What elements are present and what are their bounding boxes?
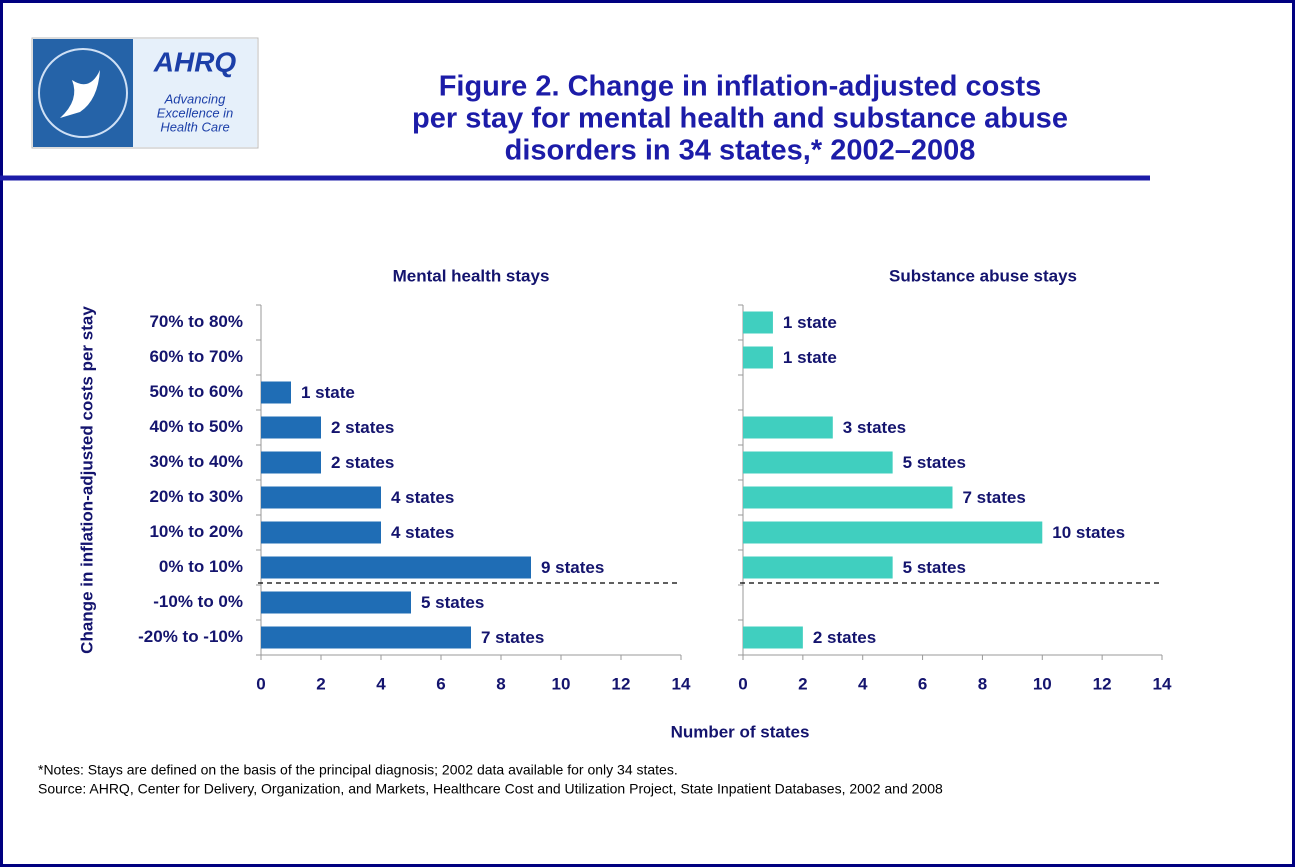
x-tick-label: 8 xyxy=(496,674,505,693)
value-label: 4 states xyxy=(391,523,454,542)
y-axis-label: Change in inflation-adjusted costs per s… xyxy=(77,306,96,654)
bar xyxy=(261,591,411,614)
category-label: 40% to 50% xyxy=(149,417,243,436)
chart-title: Substance abuse stays xyxy=(889,266,1077,285)
value-label: 5 states xyxy=(903,558,966,577)
bar xyxy=(743,521,1043,544)
value-label: 9 states xyxy=(541,558,604,577)
bar xyxy=(743,311,773,334)
value-label: 10 states xyxy=(1052,523,1125,542)
bar xyxy=(261,556,531,579)
x-tick-label: 0 xyxy=(738,674,747,693)
x-tick-label: 6 xyxy=(918,674,927,693)
x-tick-label: 2 xyxy=(798,674,807,693)
category-label: 70% to 80% xyxy=(149,312,243,331)
bar xyxy=(743,451,893,474)
bar xyxy=(743,486,953,509)
value-label: 5 states xyxy=(903,453,966,472)
category-label: 20% to 30% xyxy=(149,487,243,506)
x-tick-label: 12 xyxy=(1093,674,1112,693)
chart-title: Mental health stays xyxy=(393,266,550,285)
x-tick-label: 14 xyxy=(1153,674,1172,693)
value-label: 7 states xyxy=(963,488,1026,507)
category-label: 30% to 40% xyxy=(149,452,243,471)
bar xyxy=(261,486,381,509)
logo-tagline: Excellence in xyxy=(157,105,234,120)
logo-tagline: Advancing xyxy=(164,91,226,106)
title-line: Figure 2. Change in inflation-adjusted c… xyxy=(439,71,1042,103)
value-label: 2 states xyxy=(813,628,876,647)
title-line: per stay for mental health and substance… xyxy=(412,103,1068,135)
hhs-eagle xyxy=(60,70,100,118)
value-label: 3 states xyxy=(843,418,906,437)
x-tick-label: 14 xyxy=(672,674,691,693)
x-tick-label: 4 xyxy=(858,674,868,693)
category-label: 50% to 60% xyxy=(149,382,243,401)
value-label: 5 states xyxy=(421,593,484,612)
x-tick-label: 0 xyxy=(256,674,265,693)
title-line: disorders in 34 states,* 2002–2008 xyxy=(505,135,976,167)
category-label: -10% to 0% xyxy=(153,592,243,611)
category-label: 10% to 20% xyxy=(149,522,243,541)
value-label: 1 state xyxy=(783,348,837,367)
bar xyxy=(261,521,381,544)
x-tick-label: 10 xyxy=(552,674,571,693)
x-tick-label: 10 xyxy=(1033,674,1052,693)
bar xyxy=(261,626,471,649)
value-label: 1 state xyxy=(301,383,355,402)
x-axis-label: Number of states xyxy=(671,722,810,741)
bar xyxy=(743,556,893,579)
value-label: 4 states xyxy=(391,488,454,507)
note: *Notes: Stays are defined on the basis o… xyxy=(38,762,678,778)
category-label: -20% to -10% xyxy=(138,627,243,646)
ahrq-panel xyxy=(133,39,257,147)
x-tick-label: 12 xyxy=(612,674,631,693)
value-label: 2 states xyxy=(331,418,394,437)
source: Source: AHRQ, Center for Delivery, Organ… xyxy=(38,781,943,797)
bar xyxy=(261,416,321,439)
value-label: 2 states xyxy=(331,453,394,472)
bar xyxy=(261,451,321,474)
logo-name: AHRQ xyxy=(153,46,237,77)
hhs-ring xyxy=(38,48,128,138)
value-label: 1 state xyxy=(783,313,837,332)
bar xyxy=(743,346,773,369)
logo-tagline: Health Care xyxy=(160,119,229,134)
bar xyxy=(743,626,803,649)
x-tick-label: 6 xyxy=(436,674,445,693)
x-tick-label: 2 xyxy=(316,674,325,693)
bar xyxy=(261,381,291,404)
value-label: 7 states xyxy=(481,628,544,647)
x-tick-label: 8 xyxy=(978,674,987,693)
bar xyxy=(743,416,833,439)
x-tick-label: 4 xyxy=(376,674,386,693)
logo: AHRQ Advancing Excellence in Health Care xyxy=(31,37,259,149)
category-label: 60% to 70% xyxy=(149,347,243,366)
category-label: 0% to 10% xyxy=(159,557,243,576)
